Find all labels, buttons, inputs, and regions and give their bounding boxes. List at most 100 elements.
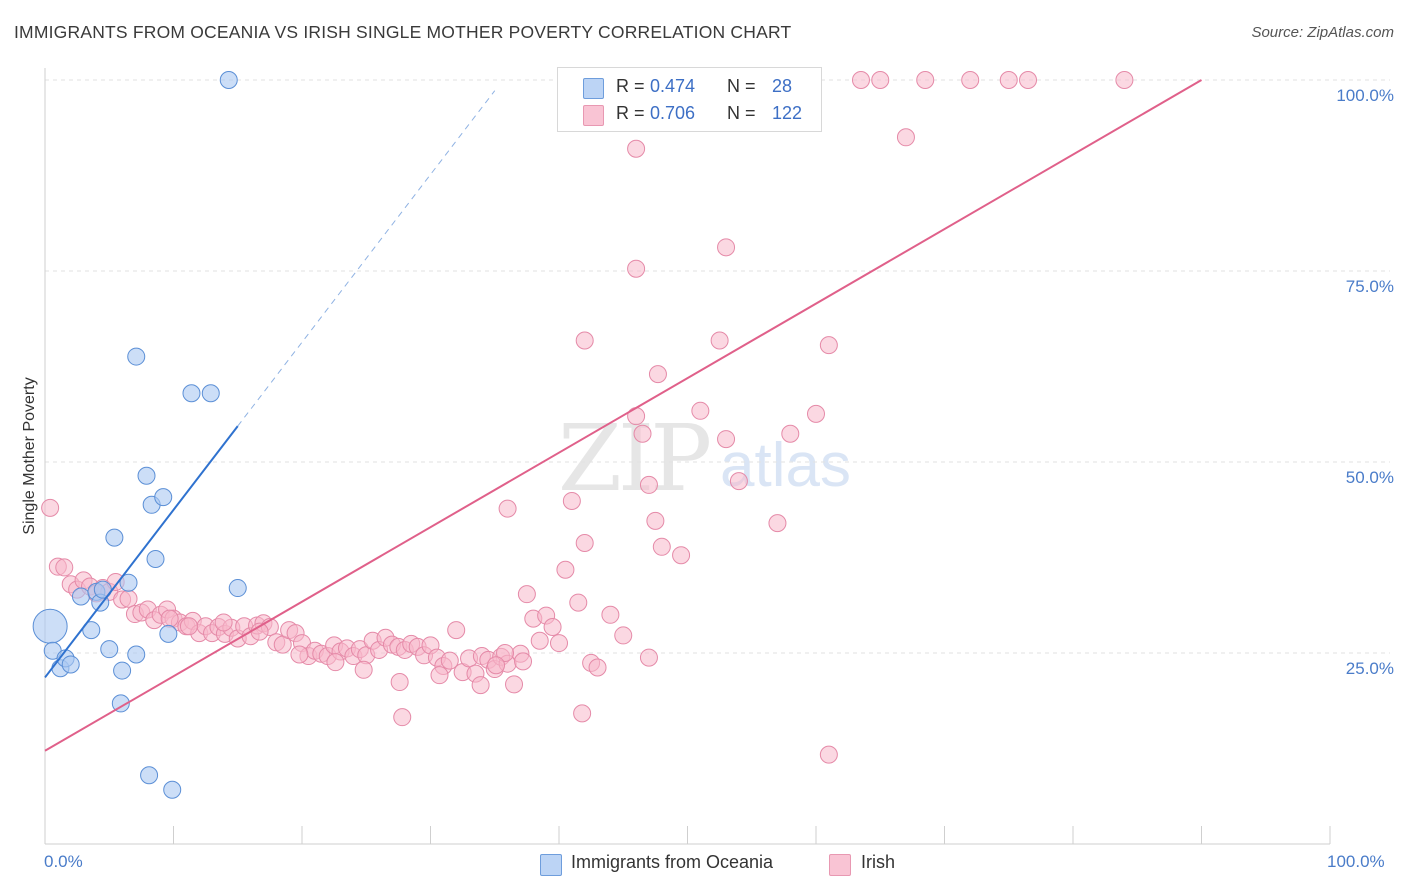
irish-point (514, 652, 533, 671)
irish-point (729, 472, 748, 491)
oceania-point (105, 528, 124, 547)
irish-point (627, 259, 646, 278)
irish-point (819, 336, 838, 355)
irish-point (961, 71, 980, 89)
irish-point (569, 593, 588, 612)
oceania-point (127, 645, 146, 664)
irish-point (916, 71, 935, 89)
y-axis-title: Single Mother Poverty (21, 377, 38, 535)
irish-point (999, 71, 1018, 89)
irish-point (807, 404, 825, 423)
y-tick-label-50: 50.0% (1345, 468, 1394, 487)
irish-point (652, 537, 671, 556)
irish-point (290, 645, 309, 664)
irish-point (471, 676, 490, 695)
irish-point (550, 634, 568, 653)
irish-point (390, 673, 409, 692)
irish-point (575, 331, 594, 350)
irish-point (487, 656, 506, 675)
irish-point (614, 626, 633, 645)
irish-point (160, 609, 179, 628)
oceania-point (61, 655, 80, 674)
irish-point (543, 618, 562, 637)
y-tick-label-75: 75.0% (1345, 277, 1394, 296)
irish-point (1019, 71, 1038, 89)
oceania-point (100, 640, 119, 659)
irish-point (447, 621, 466, 640)
irish-point (562, 491, 581, 510)
oceania-point (71, 587, 90, 606)
irish-point (639, 648, 658, 667)
irish-point (648, 365, 667, 384)
irish-point (214, 613, 233, 632)
legend-r-value: 0.706 (650, 103, 696, 123)
bottom-legend-swatch-blue (540, 854, 562, 876)
oceania-point (119, 573, 138, 592)
irish-point (179, 617, 198, 636)
irish-point (710, 331, 729, 350)
irish-point (440, 651, 459, 670)
irish-point (717, 238, 736, 257)
bottom-legend-swatch-pink (829, 854, 851, 876)
irish-point (633, 424, 652, 443)
oceania-point (82, 621, 101, 640)
irish-point (41, 498, 60, 517)
irish-point (672, 546, 691, 565)
oceania-point (182, 384, 201, 403)
oceania-point (137, 466, 156, 485)
legend-n-value: 28 (772, 76, 793, 96)
irish-point (646, 511, 665, 530)
irish-point (588, 658, 607, 677)
irish-point (505, 675, 524, 694)
irish-point (517, 585, 536, 604)
legend-n-label: N = (727, 76, 756, 96)
x-tick-label-min: 0.0% (44, 852, 83, 871)
irish-point (871, 71, 890, 89)
oceania-trend-line (44, 425, 239, 679)
oceania-point (154, 488, 173, 507)
irish-point (781, 424, 800, 443)
oceania-point (219, 71, 238, 89)
irish-point (354, 660, 373, 679)
irish-point (627, 407, 646, 426)
legend-r-value: 0.474 (650, 76, 696, 96)
irish-point (119, 589, 138, 608)
irish-point (393, 708, 412, 727)
irish-trend-line (44, 79, 1203, 752)
y-tick-label-25: 25.0% (1345, 659, 1394, 678)
oceania-point (201, 384, 220, 403)
irish-point (851, 71, 870, 89)
oceania-point (140, 766, 159, 785)
irish-point (530, 631, 549, 650)
irish-point (896, 128, 915, 147)
y-tick-label-100: 100.0% (1336, 86, 1394, 105)
oceania-trend-extension (237, 90, 496, 427)
oceania-point (127, 347, 146, 366)
source-credit: Source: ZipAtlas.com (1251, 24, 1394, 41)
irish-point (573, 704, 592, 723)
irish-point (498, 499, 517, 518)
oceania-point (159, 624, 178, 643)
irish-point (601, 605, 620, 624)
irish-point (575, 533, 594, 552)
irish-point (556, 560, 575, 579)
chart-title: IMMIGRANTS FROM OCEANIA VS IRISH SINGLE … (14, 22, 792, 42)
irish-point (717, 430, 736, 449)
irish-point (55, 558, 74, 577)
legend-r-label: R = (616, 76, 645, 96)
oceania-point (111, 694, 130, 713)
legend-r-label: R = (616, 103, 645, 123)
x-tick-label-max: 100.0% (1327, 852, 1385, 871)
oceania-point (113, 661, 132, 680)
oceania-point (32, 608, 68, 644)
irish-point (691, 401, 710, 420)
irish-point (639, 475, 658, 494)
legend-swatch-blue (583, 78, 604, 99)
irish-point (819, 745, 838, 764)
legend-n-label: N = (727, 103, 756, 123)
oceania-point (163, 780, 182, 799)
oceania-point (228, 579, 247, 598)
legend-n-value: 122 (772, 103, 803, 123)
irish-point (326, 653, 345, 672)
